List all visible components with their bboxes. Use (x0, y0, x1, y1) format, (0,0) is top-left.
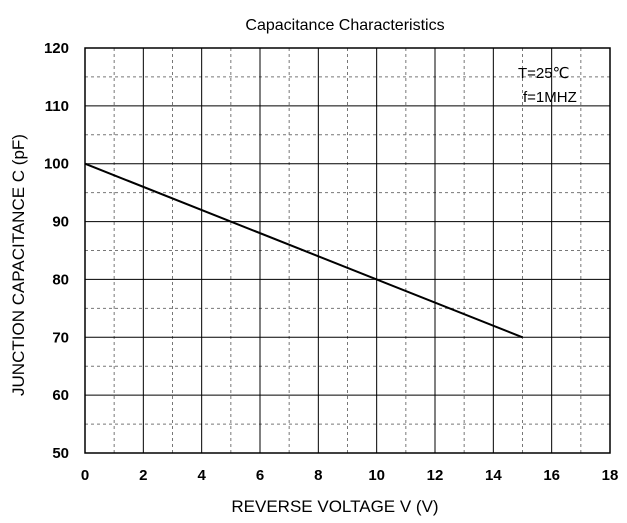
plot-frame (84, 47, 611, 454)
x-tick-12: 12 (427, 467, 444, 484)
y-tick-110: 110 (45, 98, 69, 115)
x-tick-16: 16 (543, 467, 560, 484)
y-tick-60: 60 (52, 387, 69, 404)
y-tick-120: 120 (44, 40, 69, 57)
y-tick-70: 70 (52, 329, 69, 346)
minor-grid (85, 48, 610, 453)
x-tick-0: 0 (81, 467, 89, 484)
chart-title: Capacitance Characteristics (245, 17, 444, 34)
y-tick-labels: 50 60 70 80 90 100 110 120 (44, 40, 69, 462)
x-tick-8: 8 (314, 467, 322, 484)
y-tick-90: 90 (52, 214, 69, 231)
frequency-annotation: f=1MHZ (523, 89, 577, 106)
y-tick-100: 100 (44, 156, 69, 173)
x-tick-18: 18 (602, 467, 619, 484)
x-tick-2: 2 (139, 467, 147, 484)
y-tick-50: 50 (52, 445, 69, 462)
x-tick-14: 14 (485, 467, 502, 484)
y-axis-label: JUNCTION CAPACITANCE C (pF) (9, 134, 28, 396)
x-axis-label: REVERSE VOLTAGE V (V) (231, 497, 438, 516)
y-tick-80: 80 (52, 271, 69, 288)
series-layer (84, 162, 523, 339)
series-line-0 (84, 162, 523, 339)
x-tick-labels: 0 2 4 6 8 10 12 14 16 18 (81, 467, 619, 484)
x-tick-10: 10 (368, 467, 385, 484)
x-tick-6: 6 (256, 467, 264, 484)
temperature-annotation: T=25℃ (518, 65, 569, 82)
major-grid (85, 48, 610, 453)
x-tick-4: 4 (197, 467, 206, 484)
